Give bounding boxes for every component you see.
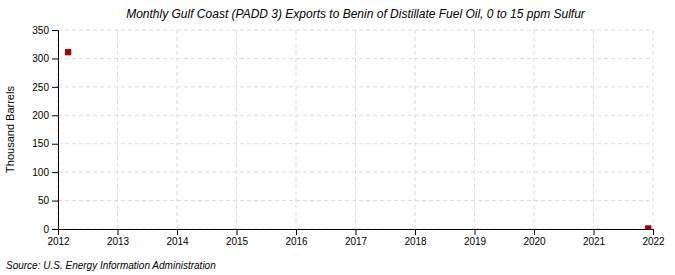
tick-label: 300	[32, 53, 49, 64]
tick: 2020	[523, 229, 546, 247]
tick: 2015	[226, 229, 249, 247]
tick: 250	[32, 82, 58, 93]
tick: 2019	[464, 229, 487, 247]
grid-line	[415, 30, 416, 229]
tick: 100	[32, 167, 58, 178]
tick: 2022	[642, 229, 665, 247]
tick-mark	[177, 229, 178, 235]
tick-label: 2019	[464, 236, 487, 247]
points	[65, 49, 651, 229]
tick: 2021	[583, 229, 606, 247]
tick-mark	[52, 172, 58, 173]
tick-mark	[52, 87, 58, 88]
tick-mark	[52, 58, 58, 59]
tick-label: 100	[32, 167, 49, 178]
tick: 2018	[404, 229, 427, 247]
axis-line	[52, 31, 59, 230]
grid-line	[355, 30, 356, 229]
tick-label: 2018	[404, 236, 427, 247]
source: Source: U.S. Energy Information Administ…	[6, 260, 216, 271]
grid-line	[177, 30, 178, 229]
grid-line	[296, 30, 297, 229]
tick-label: 2015	[226, 236, 249, 247]
grid-line	[534, 30, 535, 229]
grid	[58, 30, 653, 229]
point	[65, 49, 71, 55]
tick: 2014	[166, 229, 189, 247]
tick: 2013	[107, 229, 130, 247]
grid-line	[236, 30, 237, 229]
grid-line	[474, 30, 475, 229]
tick-label: 2022	[642, 236, 665, 247]
tick-mark	[52, 30, 58, 31]
tick-label: 2020	[523, 236, 546, 247]
tick-mark	[534, 229, 535, 235]
tick-mark	[296, 229, 297, 235]
tick-label: 2016	[285, 236, 308, 247]
tick-mark	[237, 229, 238, 235]
tick-mark	[594, 229, 595, 235]
tick-mark	[52, 229, 58, 230]
tick: 200	[32, 110, 58, 121]
tick-mark	[356, 229, 357, 235]
tick-label: 50	[38, 195, 50, 206]
tick-label: 2014	[166, 236, 189, 247]
tick: 150	[32, 138, 58, 149]
y-axis: 0 50 100 150 200 250 300 350	[32, 25, 58, 235]
tick-mark	[415, 229, 416, 235]
grid-line	[653, 30, 654, 229]
tick-label: 0	[43, 224, 49, 235]
tick-mark	[52, 115, 58, 116]
x-axis: 2012 2013 2014 2015 2016 2017 2018 2019 2020 2021…	[47, 229, 665, 247]
tick-mark	[52, 144, 58, 145]
y-axis-title: Thousand Barrels	[4, 86, 16, 173]
chart: 2012 2013 2014 2015 2016 2017 2018 2019 2020 2021…	[0, 0, 675, 275]
title: Monthly Gulf Coast (PADD 3) Exports to B…	[126, 7, 586, 21]
axis-line	[59, 230, 654, 236]
plot: 2012 2013 2014 2015 2016 2017 2018 2019 2020 2021…	[32, 25, 665, 247]
grid-line	[593, 30, 594, 229]
point	[645, 225, 651, 229]
tick-mark	[118, 229, 119, 235]
tick-mark	[475, 229, 476, 235]
tick-label: 200	[32, 110, 49, 121]
tick: 350	[32, 25, 58, 36]
tick-mark	[52, 201, 58, 202]
tick-label: 2013	[107, 236, 130, 247]
tick: 0	[43, 224, 58, 235]
tick-label: 250	[32, 82, 49, 93]
tick: 300	[32, 53, 58, 64]
tick-label: 150	[32, 138, 49, 149]
tick: 50	[38, 195, 58, 206]
tick: 2017	[345, 229, 368, 247]
grid-line	[117, 30, 118, 229]
tick-label: 2012	[47, 236, 70, 247]
tick-label: 350	[32, 25, 49, 36]
tick: 2012	[47, 229, 70, 247]
tick-label: 2017	[345, 236, 368, 247]
tick: 2016	[285, 229, 308, 247]
tick-mark	[653, 229, 654, 235]
tick-label: 2021	[583, 236, 606, 247]
